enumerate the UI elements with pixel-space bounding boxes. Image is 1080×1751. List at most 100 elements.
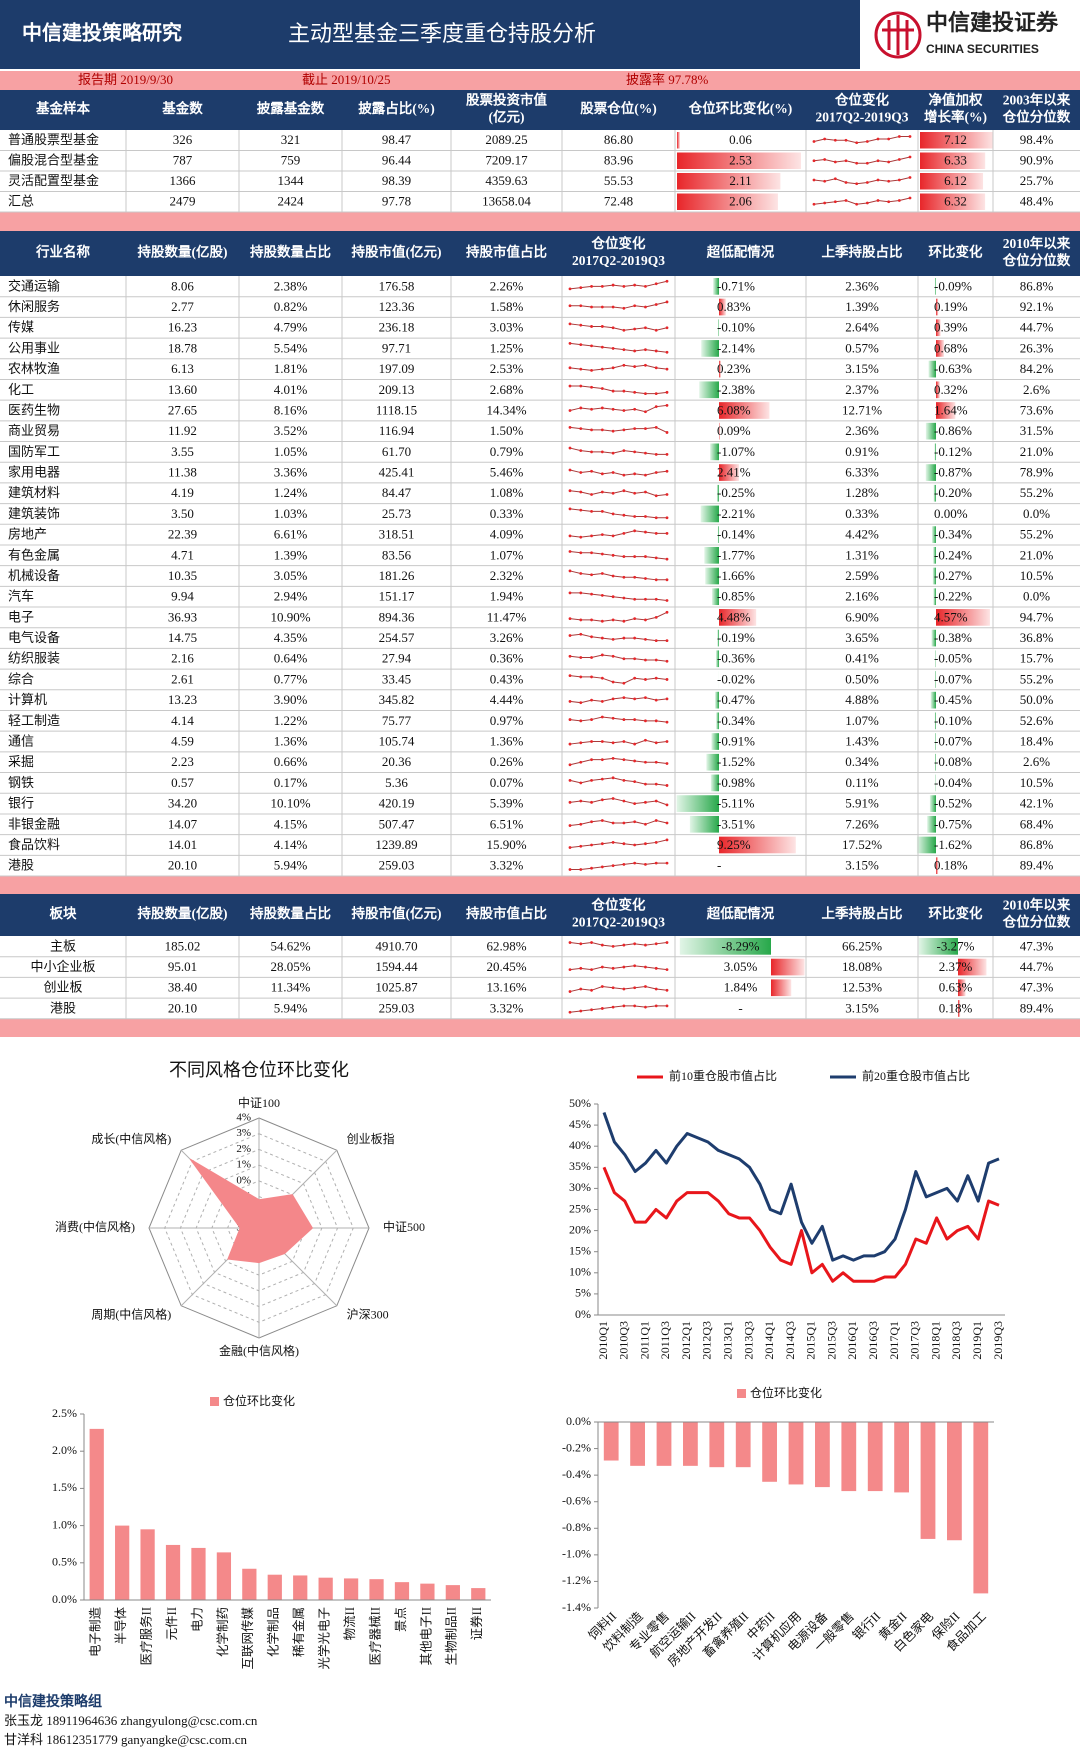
sparkline-point: [579, 632, 583, 636]
sparkline-point: [568, 1010, 572, 1014]
table-cell: 11.92: [168, 423, 197, 438]
table-cell: 18.08%: [842, 959, 882, 974]
bar: [788, 1422, 804, 1485]
table-cell: 55.2%: [1020, 671, 1054, 686]
table-cell: 14.07: [168, 816, 198, 831]
sparkline-point: [622, 513, 626, 517]
sparkline-point: [568, 550, 572, 553]
sparkline-point: [611, 429, 615, 433]
sparkline-point: [654, 516, 658, 520]
sparkline-point: [665, 861, 669, 865]
x-tick-label: 2011Q3: [658, 1321, 672, 1359]
table-cell: -0.34%: [717, 713, 755, 728]
sparkline-point: [908, 135, 912, 138]
table-cell: 传媒: [8, 320, 34, 335]
table-cell: 259.03: [379, 1000, 415, 1015]
sparkline-point: [579, 656, 583, 659]
sparkline-point: [600, 406, 604, 410]
table-cell: -0.63%: [934, 361, 972, 376]
table-cell: 0.09%: [717, 423, 751, 438]
table-cell: 5.36: [385, 775, 408, 790]
sparkline-point: [590, 344, 593, 348]
sparkline-point: [600, 798, 604, 802]
table-cell: 759: [281, 153, 301, 168]
sparkline-point: [644, 842, 647, 846]
table-cell: 休闲服务: [8, 299, 60, 314]
sparkline-point: [590, 820, 593, 824]
sparkline-point: [622, 718, 626, 721]
table-cell: 4.35%: [274, 630, 308, 645]
report-date: 报告期 2019/9/30: [78, 72, 173, 87]
table-cell: 0.32%: [934, 382, 968, 397]
sparkline-point: [654, 639, 658, 643]
table-cell: 54.62%: [270, 938, 310, 953]
sparkline-point: [611, 864, 615, 868]
data-bar: [958, 958, 987, 976]
sparkline-point: [633, 407, 637, 411]
data-bar: [934, 712, 936, 730]
sparkline-point: [644, 284, 647, 288]
sparkline-point: [644, 618, 647, 622]
table-cell: 0.63%: [939, 980, 973, 995]
table-cell: 78.9%: [1020, 465, 1054, 480]
column-header: 2017Q2-2019Q3: [816, 110, 909, 125]
x-tick-label: 2012Q3: [700, 1321, 714, 1360]
sparkline-point: [590, 968, 593, 971]
sparkline-point: [590, 758, 593, 762]
sparkline-point: [654, 861, 658, 865]
table-cell: 8.16%: [274, 402, 308, 417]
sparkline-point: [622, 596, 626, 600]
table-cell: 10.5%: [1020, 775, 1054, 790]
sparkline-point: [568, 634, 572, 637]
legend-swatch: [210, 1397, 219, 1406]
sparkline-point: [579, 799, 583, 803]
table-cell: 6.51%: [490, 816, 524, 831]
sparkline-point: [823, 137, 827, 141]
sparkline-point: [654, 782, 658, 786]
sparkline-point: [665, 678, 669, 681]
table-cell: 18.4%: [1020, 734, 1054, 749]
sparkline-point: [622, 681, 626, 685]
sparkline-point: [665, 453, 669, 456]
sparkline-point: [622, 428, 626, 432]
line-series: [602, 1166, 1000, 1283]
y-tick-label: 40%: [569, 1138, 591, 1152]
bar: [683, 1422, 698, 1466]
table-cell: -2.14%: [717, 340, 755, 355]
sparkline-point: [579, 427, 583, 431]
sparkline-point: [568, 489, 572, 493]
table-cell: 0.0%: [1023, 589, 1050, 604]
sparkline-point: [568, 409, 572, 412]
data-bar: [719, 360, 721, 378]
sparkline-point: [579, 822, 583, 826]
data-bar: [936, 402, 956, 419]
sparkline-point: [579, 286, 583, 290]
table-cell: 1.28%: [845, 485, 879, 500]
sparkline-point: [611, 512, 615, 516]
table-cell: 1594.44: [375, 959, 418, 974]
sparkline-point: [833, 177, 837, 181]
sparkline-point: [644, 822, 647, 826]
sparkline-point: [568, 534, 572, 538]
table-cell: 86.8%: [1020, 278, 1054, 293]
axis-label: 中证100: [238, 1095, 280, 1110]
sparkline-point: [897, 178, 901, 182]
sparkline-point: [654, 597, 658, 601]
separator: [0, 212, 1080, 231]
sparkline-point: [600, 533, 604, 537]
sparkline-point: [812, 178, 816, 182]
sparkline-point: [622, 799, 626, 803]
table-cell: 66.25%: [842, 938, 882, 953]
column-header: 超低配情况: [706, 905, 775, 921]
x-tick-label: 2018Q3: [949, 1321, 963, 1360]
sparkline-point: [665, 493, 669, 496]
table-cell: 94.7%: [1020, 609, 1054, 624]
data-bar: [719, 836, 796, 854]
sparkline-point: [568, 384, 572, 388]
x-tick-label: 2015Q3: [824, 1321, 838, 1360]
x-tick-label: 2013Q3: [741, 1321, 755, 1360]
sparkline-point: [665, 659, 669, 663]
table-cell: 有色金属: [8, 547, 60, 562]
sparkline-point: [665, 367, 669, 371]
table-cell: 0.68%: [934, 340, 968, 355]
